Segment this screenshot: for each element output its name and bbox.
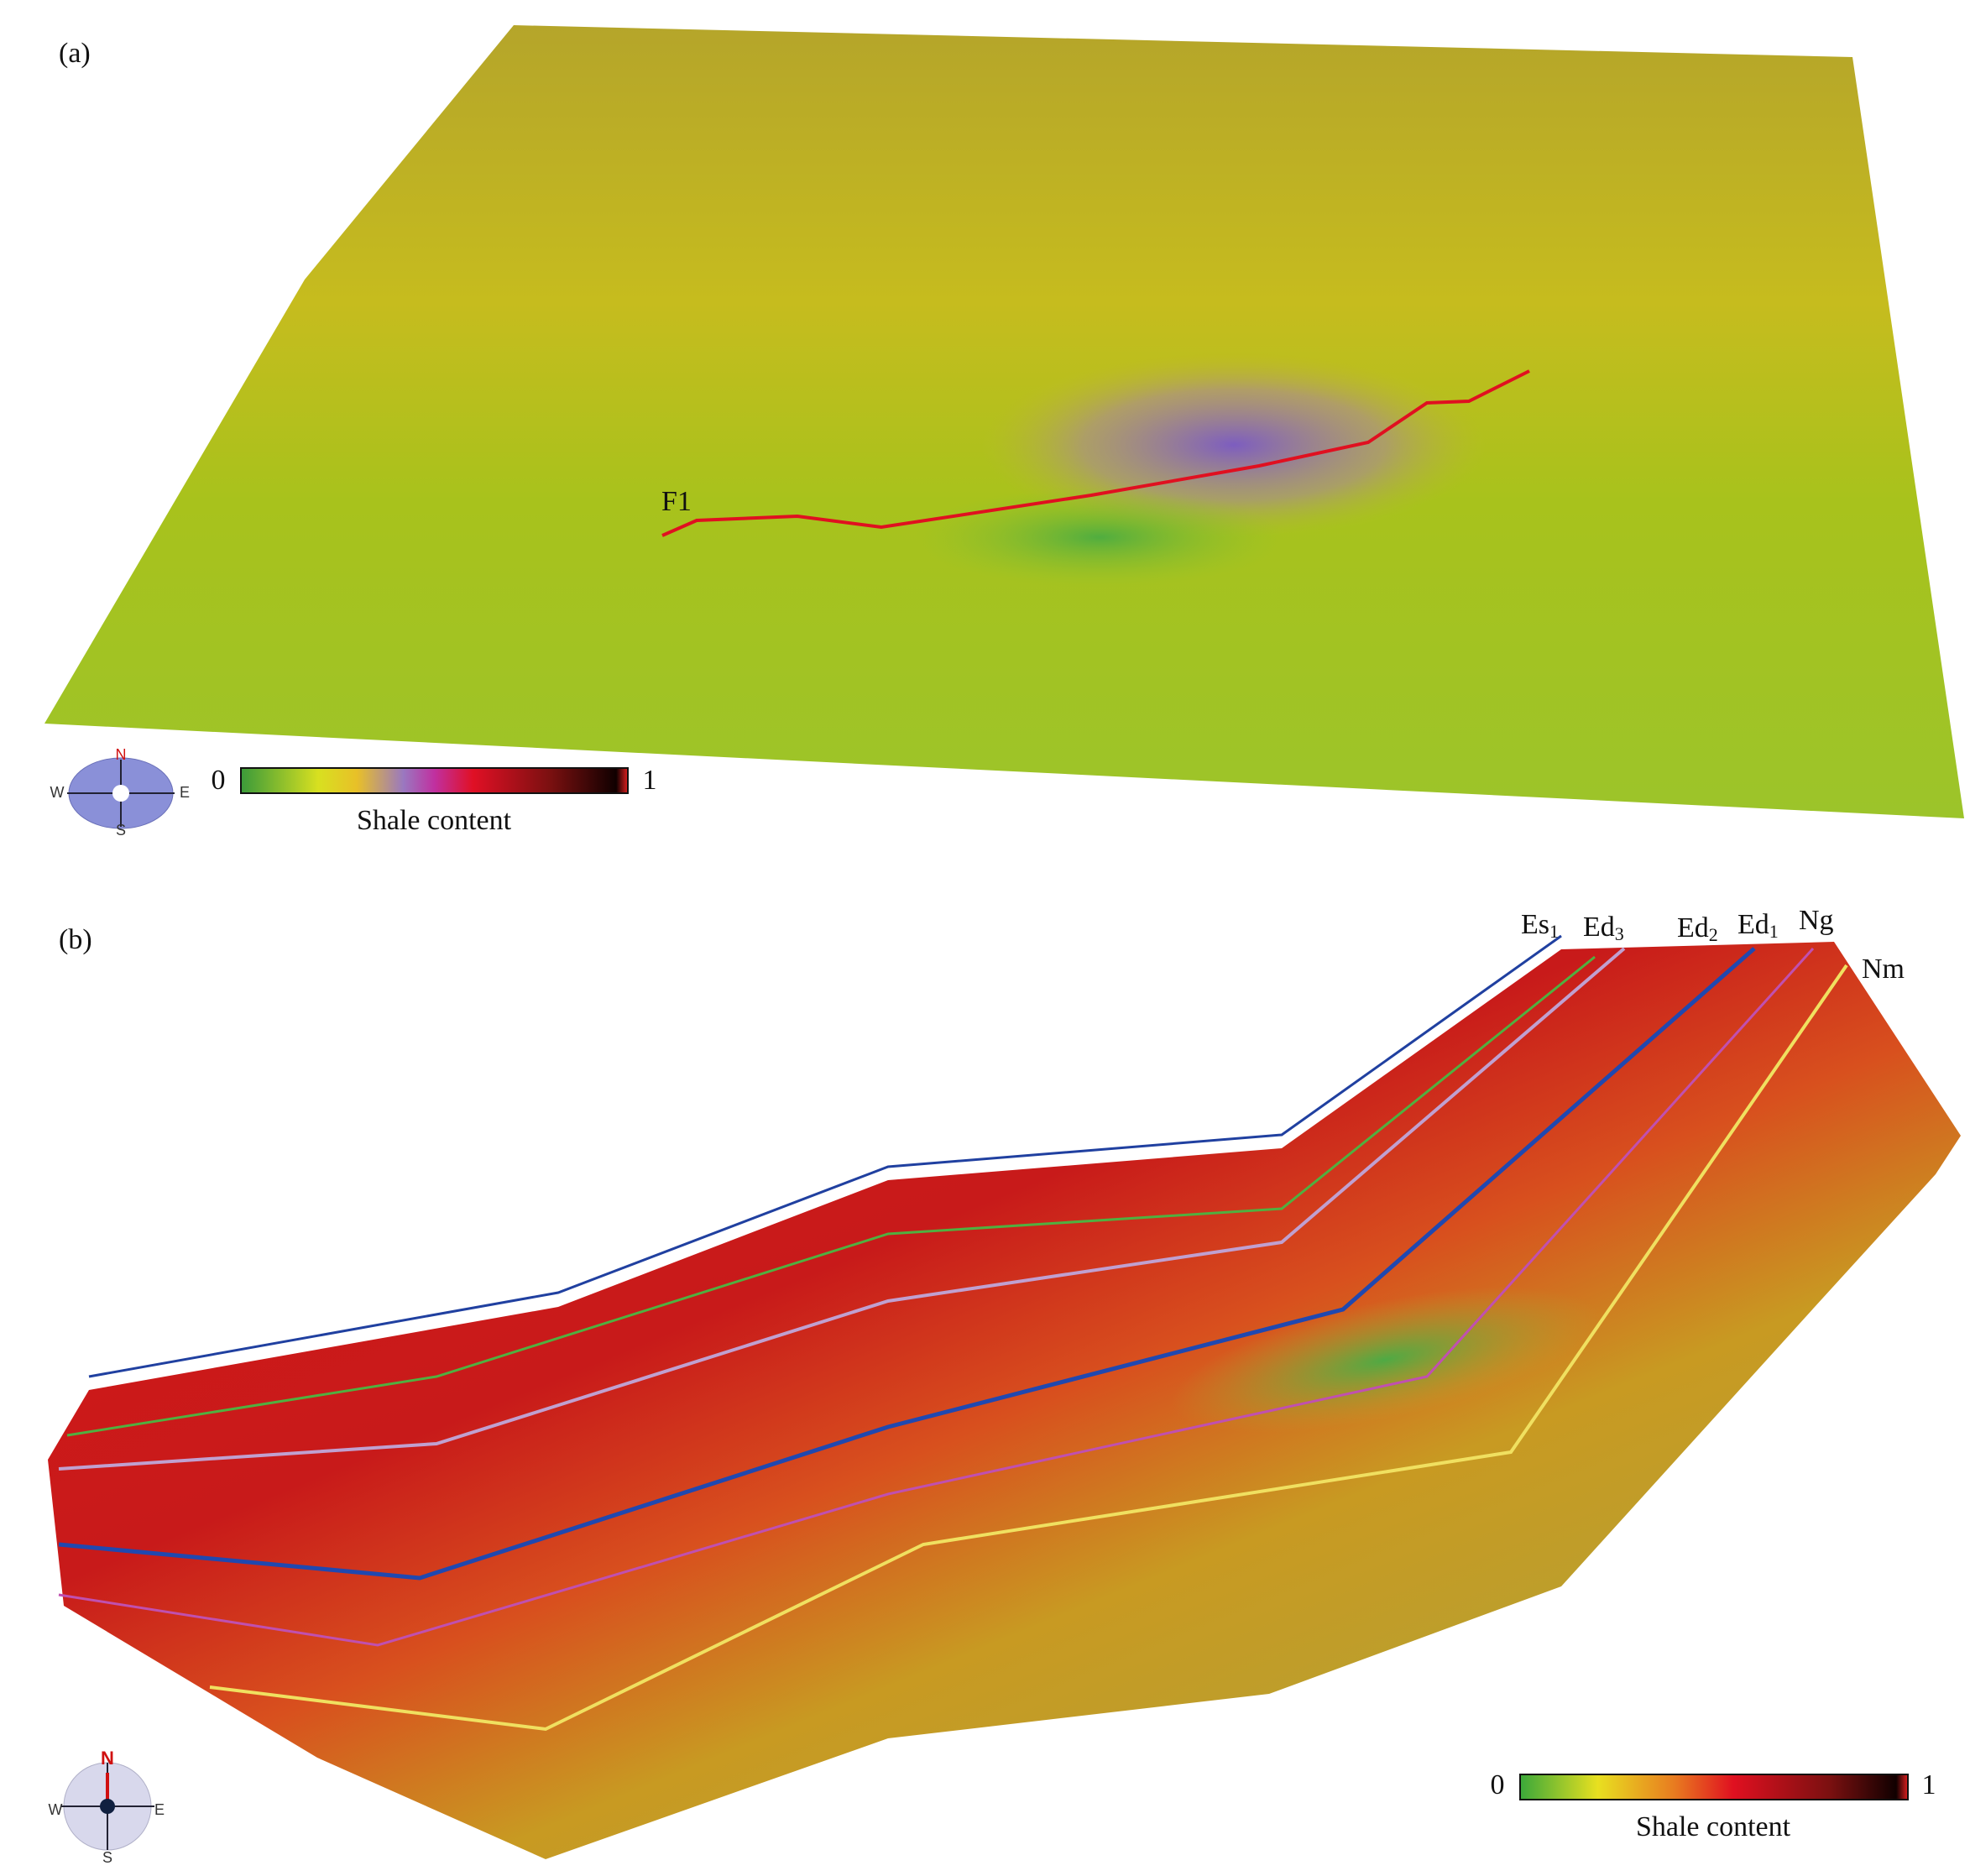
compass-label: E bbox=[180, 784, 190, 801]
horizon-line bbox=[58, 947, 1815, 1647]
horizon-label: Es1 bbox=[1521, 909, 1559, 942]
compass-label: W bbox=[50, 784, 65, 801]
horizon-line bbox=[58, 947, 1756, 1581]
horizon-line bbox=[209, 964, 1848, 1732]
compass-label: S bbox=[116, 822, 126, 839]
anomaly bbox=[915, 487, 1284, 588]
horizon-label: Ed3 bbox=[1583, 912, 1624, 944]
colorbar-min: 0 bbox=[212, 765, 226, 796]
fault-label: F1 bbox=[661, 486, 692, 517]
colorbar-title: Shale content bbox=[357, 805, 512, 836]
compass: N E S W bbox=[50, 746, 191, 839]
horizon-line bbox=[58, 947, 1626, 1471]
compass-label: S bbox=[102, 1849, 112, 1866]
colorbar bbox=[1519, 1774, 1909, 1800]
panel-label: (a) bbox=[59, 38, 91, 69]
compass: N E S W bbox=[49, 1748, 165, 1866]
panel-b: (b) Es1 Ed3 Ed2 Ed1 Ng Nm N E S W 0 1 Sh… bbox=[48, 905, 1961, 1866]
horizon-line bbox=[88, 934, 1562, 1378]
panel-label: (b) bbox=[59, 924, 92, 955]
colorbar-max: 1 bbox=[643, 765, 657, 796]
horizon-label: Ed2 bbox=[1677, 912, 1718, 945]
compass-label: N bbox=[101, 1748, 114, 1769]
colorbar bbox=[240, 767, 629, 794]
compass-label: N bbox=[116, 746, 127, 763]
fault-trace bbox=[661, 369, 1530, 537]
colorbar-title: Shale content bbox=[1636, 1811, 1791, 1842]
compass-label: W bbox=[49, 1801, 63, 1818]
colorbar-max: 1 bbox=[1922, 1769, 1936, 1800]
compass-label: E bbox=[154, 1801, 165, 1818]
horizon-label: Ed1 bbox=[1737, 909, 1779, 942]
anomaly bbox=[1171, 1286, 1599, 1434]
colorbar-min: 0 bbox=[1491, 1769, 1505, 1800]
horizon-label: Nm bbox=[1862, 954, 1905, 985]
horizon-line bbox=[66, 955, 1596, 1437]
horizon-label: Ng bbox=[1799, 905, 1834, 936]
panel-a: (a) F1 N E S W 0 1 Shale content bbox=[44, 25, 1964, 839]
section bbox=[48, 942, 1961, 1859]
